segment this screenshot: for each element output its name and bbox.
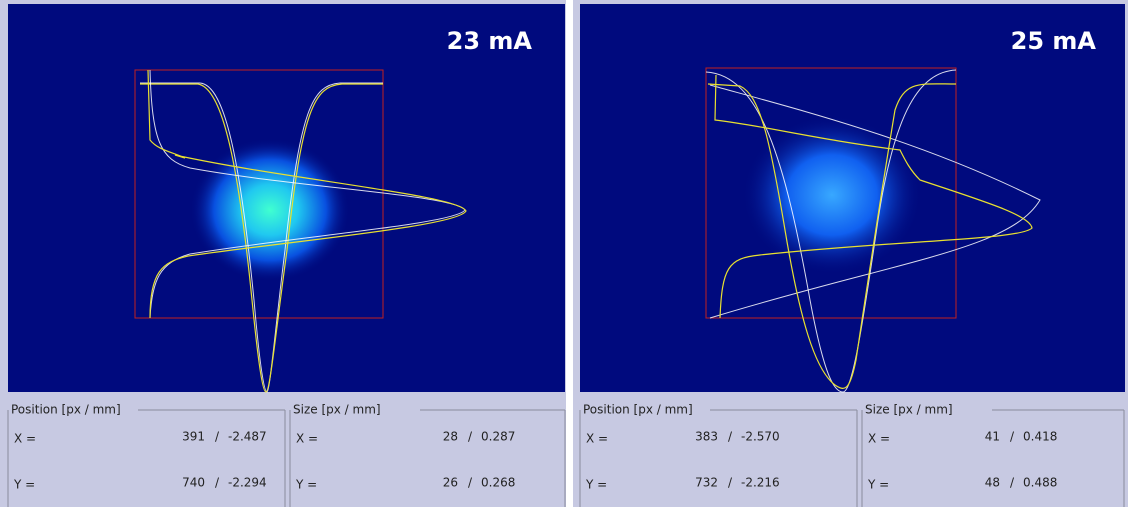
group-frame bbox=[579, 409, 858, 507]
group-title: Size [px / mm] bbox=[293, 403, 381, 417]
separator: / bbox=[468, 476, 473, 490]
separator: / bbox=[1010, 476, 1015, 490]
value-px: 732 bbox=[695, 476, 718, 490]
separator: / bbox=[1010, 430, 1015, 444]
value-px: 391 bbox=[182, 430, 205, 444]
row-name: X = bbox=[868, 432, 890, 446]
group-title: Position [px / mm] bbox=[583, 403, 693, 417]
row-name: Y = bbox=[585, 478, 607, 492]
current-label: 25 mA bbox=[1011, 27, 1097, 55]
row-name: Y = bbox=[295, 478, 317, 492]
row-name: Y = bbox=[867, 478, 889, 492]
value-mm: 0.287 bbox=[481, 430, 515, 444]
separator: / bbox=[215, 476, 220, 490]
value-px: 26 bbox=[443, 476, 458, 490]
current-label: 23 mA bbox=[447, 27, 533, 55]
group-frame bbox=[861, 409, 1125, 507]
value-mm: -2.570 bbox=[741, 430, 780, 444]
separator: / bbox=[728, 430, 733, 444]
value-px: 48 bbox=[985, 476, 1000, 490]
value-mm: 0.488 bbox=[1023, 476, 1057, 490]
group-frame bbox=[7, 409, 286, 507]
value-px: 41 bbox=[985, 430, 1000, 444]
image-panel bbox=[0, 0, 566, 507]
readouts: 23 mA Position [px / mm] X = 391 / -2.487 Y = 7… bbox=[7, 27, 1125, 507]
group-title: Position [px / mm] bbox=[11, 403, 121, 417]
row-name: X = bbox=[586, 432, 608, 446]
group-frame bbox=[289, 409, 566, 507]
separator: / bbox=[468, 430, 473, 444]
value-mm: -2.216 bbox=[741, 476, 780, 490]
value-px: 740 bbox=[182, 476, 205, 490]
group-title: Size [px / mm] bbox=[865, 403, 953, 417]
value-px: 28 bbox=[443, 430, 458, 444]
separator: / bbox=[728, 476, 733, 490]
separator: / bbox=[215, 430, 220, 444]
row-name: Y = bbox=[13, 478, 35, 492]
value-mm: -2.487 bbox=[228, 430, 267, 444]
value-mm: -2.294 bbox=[228, 476, 267, 490]
row-name: X = bbox=[14, 432, 36, 446]
row-name: X = bbox=[296, 432, 318, 446]
image-panel bbox=[573, 0, 1128, 507]
value-mm: 0.268 bbox=[481, 476, 515, 490]
value-mm: 0.418 bbox=[1023, 430, 1057, 444]
value-px: 383 bbox=[695, 430, 718, 444]
